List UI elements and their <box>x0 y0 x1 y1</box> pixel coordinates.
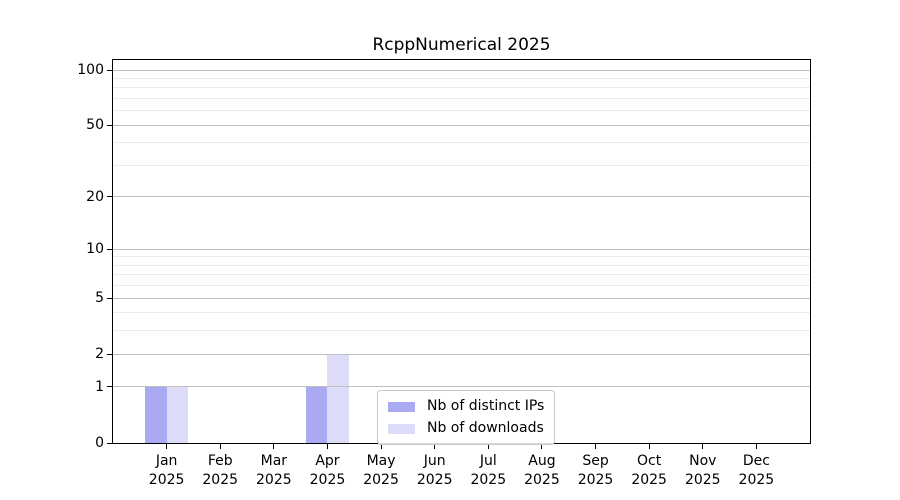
x-tick <box>595 444 597 449</box>
legend-label-distinct-ips: Nb of distinct IPs <box>427 398 545 414</box>
y-tick-label: 5 <box>95 290 104 307</box>
bar-distinct-ips-jan <box>145 386 167 443</box>
legend-label-downloads: Nb of downloads <box>427 420 544 436</box>
x-tick-label: Apr 2025 <box>309 453 346 488</box>
x-tick-label: Aug 2025 <box>524 453 560 488</box>
y-gridline-minor <box>113 256 810 258</box>
y-tick <box>107 353 112 355</box>
y-tick-label: 100 <box>77 62 104 78</box>
y-tick-label: 2 <box>95 346 104 363</box>
x-tick <box>434 444 436 449</box>
x-tick <box>541 444 543 449</box>
x-tick-label: Jul 2025 <box>470 453 507 488</box>
bar-downloads-apr <box>327 354 349 443</box>
x-tick-label: Nov 2025 <box>684 453 721 488</box>
x-tick <box>326 444 328 449</box>
bar-downloads-jan <box>166 386 189 443</box>
x-tick-label: Sep 2025 <box>577 453 614 488</box>
x-tick-label: Oct 2025 <box>631 453 667 488</box>
y-gridline-minor <box>113 330 810 332</box>
y-tick <box>107 297 112 299</box>
y-gridline-minor <box>113 264 810 266</box>
y-gridline-minor <box>113 87 810 89</box>
x-tick-label: Mar 2025 <box>256 453 292 488</box>
y-tick <box>107 124 112 126</box>
y-tick-label: 20 <box>86 188 104 205</box>
x-tick <box>648 444 650 449</box>
y-gridline-major <box>113 386 810 388</box>
y-tick-label: 0 <box>95 435 104 451</box>
legend-item-downloads: Nb of downloads <box>388 420 544 437</box>
x-tick-label: May 2025 <box>363 453 399 488</box>
y-gridline-minor <box>113 97 810 99</box>
y-tick <box>107 248 112 250</box>
legend-swatch-distinct-ips <box>388 401 415 412</box>
y-tick-label: 10 <box>86 241 104 258</box>
x-tick-label: Jun 2025 <box>416 453 453 488</box>
x-tick <box>219 444 221 449</box>
y-gridline-minor <box>113 274 810 276</box>
x-tick <box>487 444 489 449</box>
legend-item-distinct-ips: Nb of distinct IPs <box>388 398 544 415</box>
y-gridline-minor <box>113 142 810 144</box>
x-tick <box>273 444 275 449</box>
x-tick-label: Jan 2025 <box>148 453 185 488</box>
y-tick-label: 1 <box>95 378 104 395</box>
y-gridline-major <box>113 248 810 250</box>
chart-title: RcppNumerical 2025 <box>372 35 551 55</box>
y-gridline-minor <box>113 164 810 166</box>
y-gridline-minor <box>113 285 810 287</box>
bar-distinct-ips-apr <box>305 386 328 443</box>
x-tick <box>702 444 704 449</box>
y-gridline-major <box>113 196 810 198</box>
x-tick <box>166 444 168 449</box>
y-tick-label: 50 <box>86 117 104 134</box>
y-gridline-major <box>113 297 810 299</box>
y-tick <box>107 69 112 71</box>
y-tick <box>107 386 112 388</box>
y-gridline-minor <box>113 110 810 112</box>
y-gridline-major <box>113 353 810 355</box>
y-gridline-major <box>113 124 810 126</box>
y-tick <box>107 196 112 198</box>
legend: Nb of distinct IPs Nb of downloads <box>377 390 556 445</box>
x-tick-label: Dec 2025 <box>738 453 775 488</box>
x-tick <box>755 444 757 449</box>
x-tick-label: Feb 2025 <box>202 453 239 488</box>
plot-area: Nb of distinct IPs Nb of downloads 0 1 2 5 1… <box>77 59 811 488</box>
y-gridline-major <box>113 69 810 71</box>
x-tick <box>380 444 382 449</box>
y-gridline-minor <box>113 312 810 314</box>
legend-swatch-downloads <box>388 423 415 434</box>
y-tick <box>107 442 112 444</box>
y-gridline-minor <box>113 77 810 79</box>
